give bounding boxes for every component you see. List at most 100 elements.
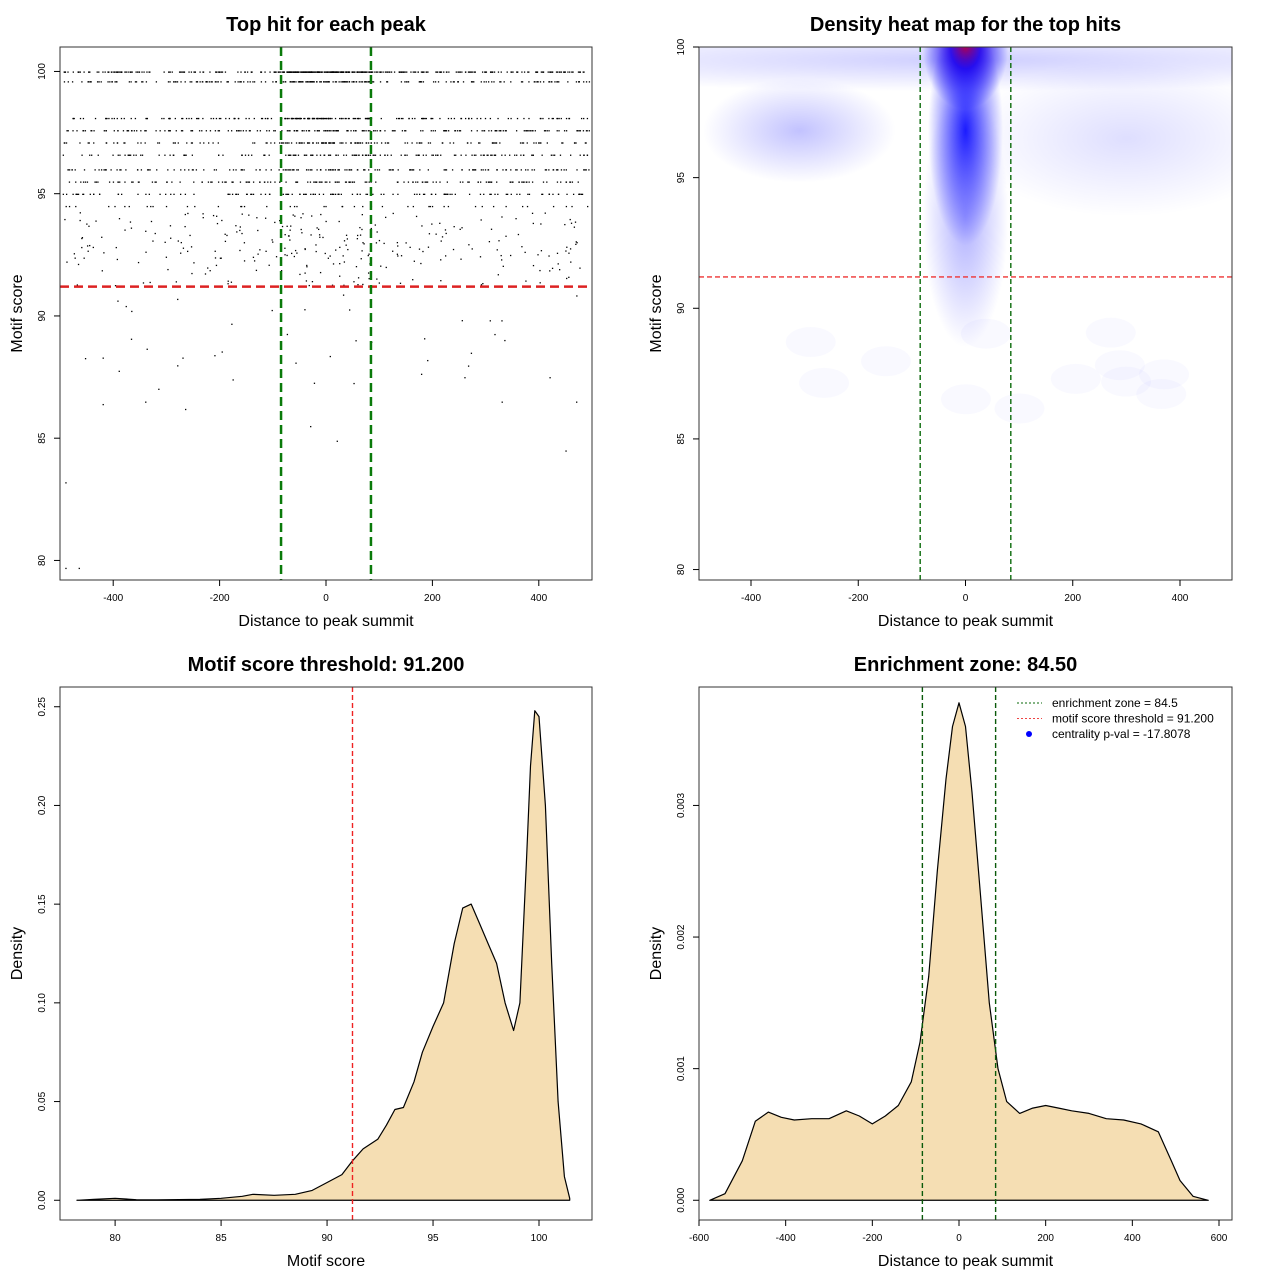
data-point [566, 246, 568, 248]
data-point [384, 71, 387, 73]
data-point [461, 71, 463, 73]
data-point [476, 117, 478, 120]
data-point [422, 250, 424, 253]
data-point [325, 220, 327, 223]
data-point [289, 130, 291, 132]
y-tick-label: 0.003 [676, 792, 687, 817]
data-point [321, 71, 323, 73]
data-point [576, 242, 578, 244]
data-point [253, 260, 256, 262]
data-point [427, 142, 430, 144]
data-point [320, 181, 322, 183]
data-point [339, 71, 342, 73]
data-point [329, 117, 332, 120]
data-point [348, 71, 350, 73]
data-point [145, 230, 147, 232]
data-point [173, 154, 175, 156]
data-point [284, 117, 287, 120]
data-point [547, 71, 549, 73]
data-point [179, 181, 181, 183]
data-point [215, 169, 218, 171]
data-point [391, 169, 393, 171]
data-point [330, 169, 332, 171]
plot-area [76, 687, 571, 1220]
data-point [121, 193, 123, 195]
data-point [392, 212, 394, 215]
data-point [445, 130, 448, 132]
data-point [579, 193, 581, 195]
data-point [280, 71, 282, 73]
data-point [133, 130, 136, 132]
data-point [120, 117, 123, 120]
data-point [551, 71, 553, 73]
data-point [290, 154, 292, 156]
data-point [411, 117, 414, 120]
data-point [490, 228, 493, 230]
data-point [344, 169, 346, 171]
data-point [331, 284, 334, 286]
data-point [390, 71, 393, 73]
data-point [81, 236, 84, 239]
data-point [293, 71, 295, 73]
data-point [331, 193, 333, 195]
data-point [239, 229, 241, 232]
data-point [118, 218, 121, 220]
data-point [202, 71, 204, 73]
data-point [548, 169, 550, 171]
data-point [62, 193, 64, 195]
data-point [124, 205, 126, 208]
data-point [441, 236, 444, 238]
data-point [369, 130, 371, 132]
data-point [436, 71, 438, 73]
data-point [259, 130, 262, 132]
data-point [316, 154, 318, 156]
data-point [460, 117, 463, 120]
data-point [254, 142, 256, 144]
data-point [305, 130, 308, 132]
data-point [251, 193, 253, 195]
data-point [377, 71, 379, 73]
data-point [150, 220, 153, 223]
data-point [321, 142, 323, 144]
data-point [260, 71, 262, 73]
data-point [296, 205, 298, 208]
data-point [303, 130, 305, 132]
data-point [348, 169, 350, 171]
data-point [367, 130, 370, 132]
data-point [556, 81, 558, 83]
data-point [415, 181, 417, 183]
data-point [392, 193, 394, 195]
data-point [346, 169, 348, 171]
data-point [493, 81, 495, 83]
data-point [512, 181, 514, 183]
data-point [351, 154, 353, 156]
data-point [329, 181, 331, 183]
data-point [140, 142, 142, 144]
data-point [183, 71, 185, 73]
data-point [562, 142, 564, 144]
data-point [471, 154, 473, 156]
data-point [214, 257, 217, 259]
data-point [334, 81, 337, 83]
data-point [424, 338, 426, 340]
data-point [427, 359, 429, 362]
data-point [78, 71, 80, 73]
x-tick-label: 200 [1037, 1233, 1054, 1244]
data-point [181, 117, 183, 120]
data-point [268, 130, 270, 132]
data-point [585, 81, 588, 83]
data-point [330, 142, 332, 144]
data-point [378, 169, 381, 171]
data-point [339, 275, 341, 277]
data-point [548, 255, 550, 257]
data-point [559, 269, 561, 271]
data-point [216, 222, 219, 225]
data-point [521, 205, 524, 208]
data-point [114, 285, 117, 287]
data-point [353, 205, 356, 208]
data-point [370, 142, 372, 144]
data-point [308, 169, 310, 171]
data-point [312, 71, 314, 73]
data-point [516, 154, 518, 156]
data-point [288, 142, 290, 144]
